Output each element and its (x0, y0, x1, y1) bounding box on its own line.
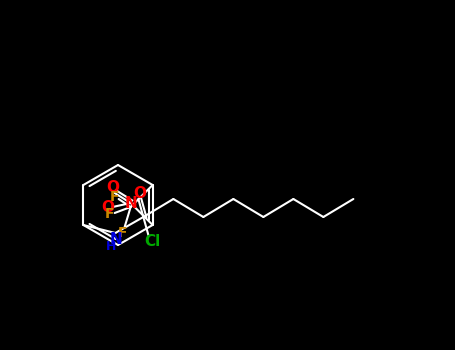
Text: O: O (106, 181, 119, 196)
Text: F: F (110, 190, 119, 204)
Text: O: O (101, 201, 114, 216)
Text: N: N (124, 196, 137, 210)
Text: F: F (105, 207, 114, 221)
Text: N: N (110, 231, 123, 246)
Text: O: O (133, 186, 146, 201)
Text: F: F (118, 226, 127, 240)
Text: H: H (106, 239, 116, 252)
Text: Cl: Cl (144, 234, 161, 250)
